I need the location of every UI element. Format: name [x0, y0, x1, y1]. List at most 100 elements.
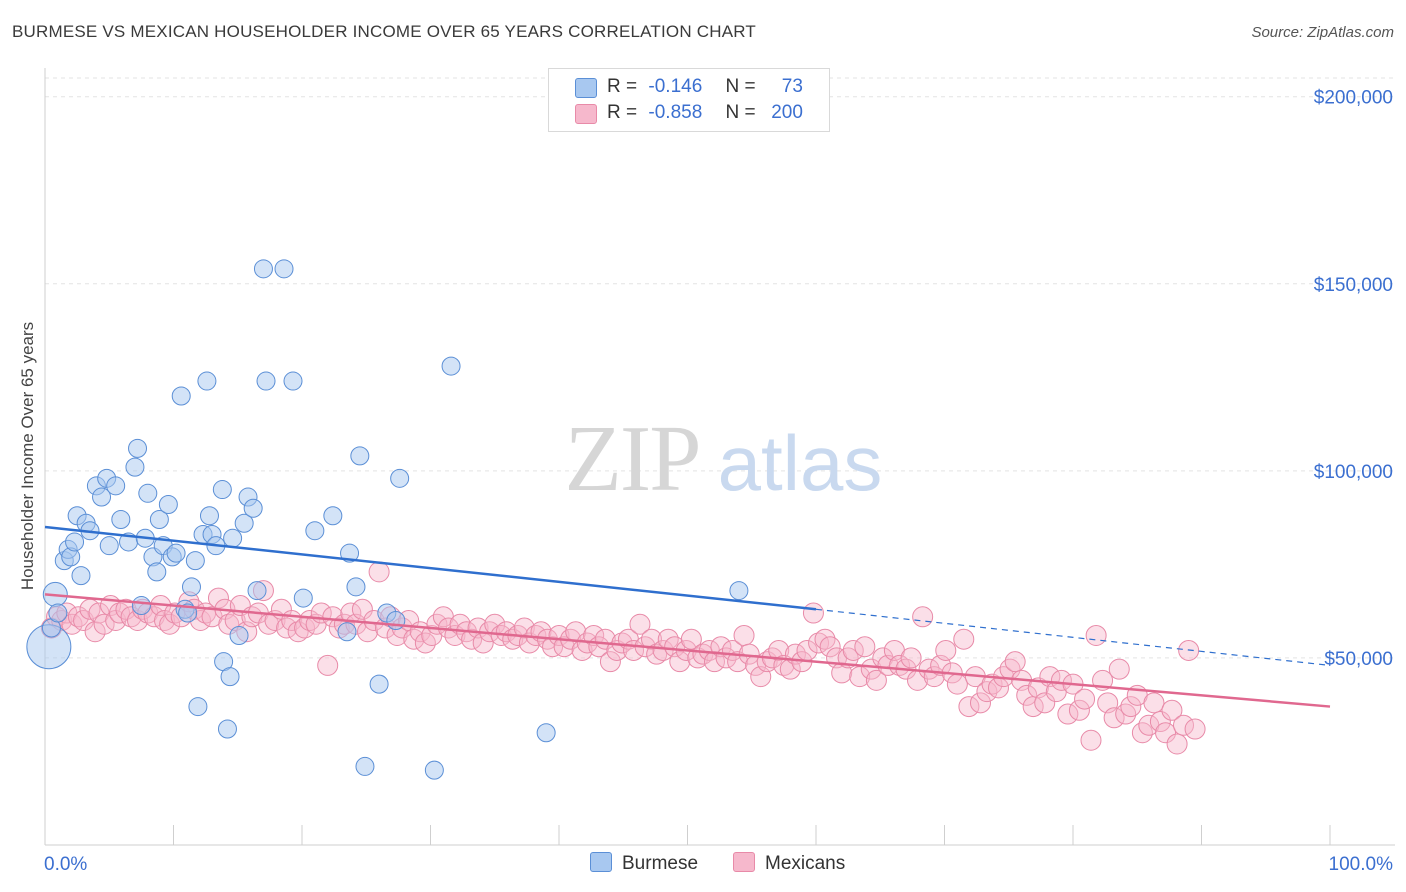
- mexicans-point: [669, 651, 691, 673]
- mexicans-point: [1057, 703, 1079, 725]
- mexicans-point: [1184, 718, 1206, 740]
- mexicans-point: [109, 602, 131, 624]
- burmese-trend-line: [44, 525, 817, 611]
- mexicans-point: [953, 628, 975, 650]
- mexicans-point: [1173, 714, 1195, 736]
- axes: [44, 68, 1395, 846]
- burmese-point: [199, 506, 219, 526]
- burmese-point: [355, 756, 375, 776]
- chart-title: BURMESE VS MEXICAN HOUSEHOLDER INCOME OV…: [12, 22, 757, 41]
- legend-r-value: -0.146: [648, 76, 703, 97]
- mexicans-point: [1004, 651, 1026, 673]
- burmese-point: [166, 543, 186, 563]
- mexicans-point: [1074, 688, 1096, 710]
- mexicans-point: [299, 610, 321, 632]
- mexicans-point: [1149, 711, 1171, 733]
- watermark: ZIP atlas: [565, 407, 883, 511]
- mexicans-point: [1161, 699, 1183, 721]
- burmese-point: [106, 476, 126, 496]
- burmese-point: [247, 581, 267, 601]
- mexicans-point: [865, 669, 887, 691]
- burmese-point: [323, 506, 343, 526]
- mexicans-point: [84, 621, 106, 643]
- mexicans-point: [958, 696, 980, 718]
- burmese-point: [274, 259, 294, 279]
- legend-r-value: -0.858: [648, 102, 703, 123]
- mexicans-point: [583, 624, 605, 646]
- mexicans-point: [73, 610, 95, 632]
- burmese-point: [147, 562, 167, 582]
- burmese-point: [188, 697, 208, 717]
- mexicans-point: [368, 561, 390, 583]
- burmese-point: [337, 622, 357, 642]
- mexicans-point: [854, 636, 876, 658]
- legend-n-value: 200: [771, 102, 803, 123]
- burmese-point: [536, 723, 556, 743]
- mexicans-point: [935, 639, 957, 661]
- burmese-point: [185, 551, 205, 571]
- burmese-point: [223, 528, 243, 548]
- mexicans-point: [819, 636, 841, 658]
- burmese-point: [305, 521, 325, 541]
- burmese-point: [217, 719, 237, 739]
- mexicans-point: [1085, 624, 1107, 646]
- x-tick-label: 0.0%: [44, 854, 87, 875]
- mexicans-point: [159, 613, 181, 635]
- legend-r-label: R =: [607, 102, 638, 123]
- y-tick-label: $150,000: [1314, 275, 1393, 296]
- mexicans-point: [1155, 722, 1177, 744]
- burmese-point: [386, 611, 406, 631]
- source-label: Source: ZipAtlas.com: [1251, 24, 1394, 41]
- burmese-point: [197, 371, 217, 391]
- mexicans-point: [542, 636, 564, 658]
- mexicans-point: [652, 639, 674, 661]
- burmese-point: [212, 480, 232, 500]
- legend-n-label: N =: [725, 76, 756, 97]
- bottom-legend-swatch-mexicans: [733, 852, 755, 872]
- burmese-point: [729, 581, 749, 601]
- mexicans-point: [1143, 692, 1165, 714]
- mexicans-point: [1050, 669, 1072, 691]
- mexicans-point: [860, 658, 882, 680]
- y-tick-label: $200,000: [1314, 88, 1393, 109]
- mexicans-point: [287, 621, 309, 643]
- burmese-point: [111, 509, 131, 529]
- burmese-point: [171, 386, 191, 406]
- legend-swatch-mexicans: [575, 104, 597, 124]
- legend-n-label: N =: [725, 102, 756, 123]
- legend-r-label: R =: [607, 76, 638, 97]
- mexicans-point: [351, 598, 373, 620]
- trend-lines: [44, 525, 1331, 708]
- burmese-point: [158, 495, 178, 515]
- bottom-legend-burmese: Burmese: [590, 852, 698, 875]
- mexicans-point: [1103, 707, 1125, 729]
- mexicans-point: [322, 606, 344, 628]
- tick-labels: $50,000 $100,000 $150,000 $200,000 0.0% 100.0…: [44, 88, 1393, 875]
- mexicans-point: [802, 602, 824, 624]
- burmese-point: [253, 259, 273, 279]
- mexicans-point: [1108, 658, 1130, 680]
- mexicans-point: [946, 673, 968, 695]
- burmese-point: [424, 760, 444, 780]
- mexicans-point: [1068, 699, 1090, 721]
- mexicans-point: [599, 651, 621, 673]
- legend-box: R = -0.146 N = 73 R = -0.858 N = 200: [548, 68, 830, 132]
- mexicans-point: [842, 639, 864, 661]
- burmese-point: [99, 536, 119, 556]
- mexicans-point: [207, 587, 229, 609]
- burmese-point: [256, 371, 276, 391]
- burmese-point: [369, 674, 389, 694]
- y-tick-label: $50,000: [1324, 649, 1393, 670]
- burmese-point: [128, 438, 148, 458]
- bottom-legend-swatch-burmese: [590, 852, 612, 872]
- grid: [45, 77, 1395, 659]
- burmese-point: [441, 356, 461, 376]
- burmese-point: [350, 446, 370, 466]
- watermark-zip: ZIP: [565, 407, 700, 511]
- mexicans-point: [461, 628, 483, 650]
- burmese-point: [71, 566, 91, 586]
- legend-swatch-burmese: [575, 78, 597, 98]
- burmese-point: [283, 371, 303, 391]
- burmese-point: [138, 483, 158, 503]
